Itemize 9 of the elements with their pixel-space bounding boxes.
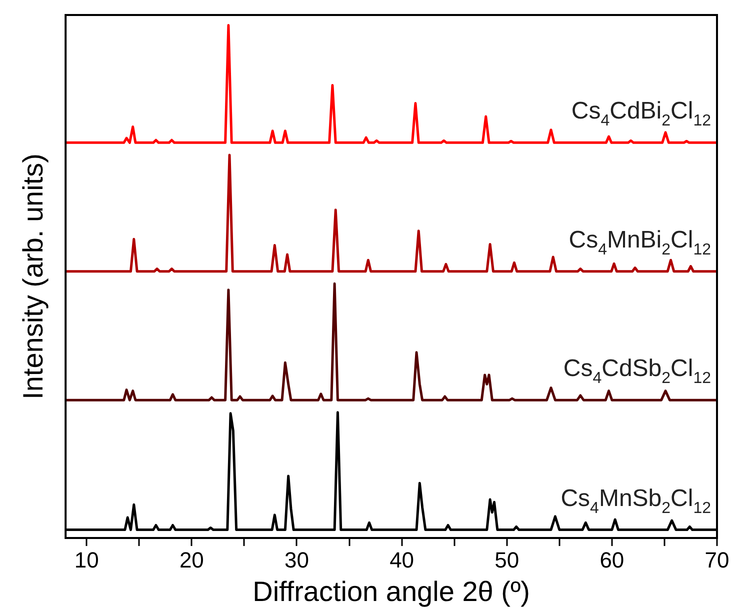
- x-tick-label: 10: [74, 547, 99, 572]
- x-tick-label: 70: [704, 547, 730, 572]
- y-axis-title: Intensity (arb. units): [18, 154, 49, 400]
- x-tick-label: 50: [494, 547, 520, 572]
- x-tick-label: 60: [600, 547, 624, 572]
- x-tick-label: 40: [390, 547, 414, 572]
- x-tick-label: 30: [284, 547, 309, 572]
- x-axis-title: Diffraction angle 2θ (º): [252, 576, 530, 607]
- x-tick-label: 20: [179, 547, 204, 572]
